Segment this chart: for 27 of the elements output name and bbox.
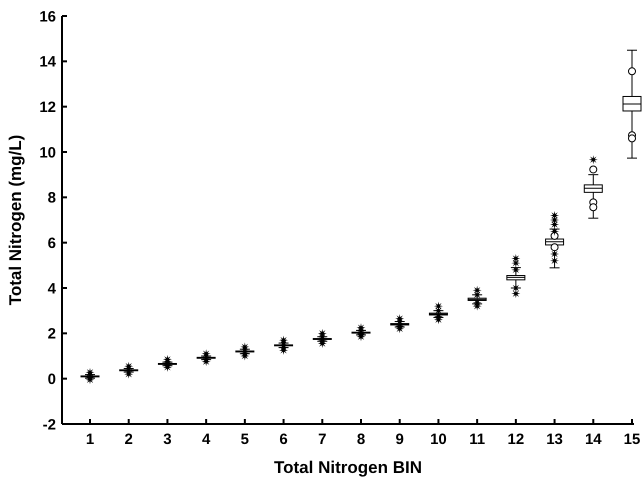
- y-tick-label: -2: [42, 416, 56, 434]
- x-axis-title: Total Nitrogen BIN: [274, 458, 422, 477]
- x-tick-label: 13: [546, 431, 563, 448]
- x-tick-label: 4: [202, 431, 211, 448]
- y-tick-label: 10: [39, 144, 56, 162]
- x-tick-label: 2: [124, 431, 133, 448]
- y-tick-label: 2: [48, 326, 56, 343]
- y-tick-label: 16: [39, 8, 56, 26]
- x-tick-label: 12: [508, 431, 524, 448]
- x-tick-label: 1: [86, 431, 94, 448]
- x-tick-label: 6: [279, 431, 288, 448]
- x-tick-label: 14: [584, 431, 602, 448]
- x-tick-label: 7: [318, 431, 326, 448]
- y-tick-label: 8: [48, 190, 56, 207]
- y-tick-label: 4: [48, 280, 57, 298]
- x-tick-label: 8: [356, 431, 366, 448]
- y-tick-label: 14: [39, 54, 57, 71]
- x-tick-label: 11: [469, 431, 486, 448]
- y-tick-label: 12: [39, 98, 56, 116]
- y-tick-label: 6: [48, 234, 56, 252]
- x-tick-label: 3: [163, 431, 172, 448]
- x-tick-label: 9: [396, 431, 404, 448]
- y-axis-title: Total Nitrogen (mg/L): [6, 134, 25, 306]
- x-tick-label: 15: [624, 431, 640, 448]
- y-tick-label: 0: [48, 370, 56, 388]
- x-tick-label: 10: [430, 431, 447, 448]
- x-tick-label: 5: [240, 431, 250, 448]
